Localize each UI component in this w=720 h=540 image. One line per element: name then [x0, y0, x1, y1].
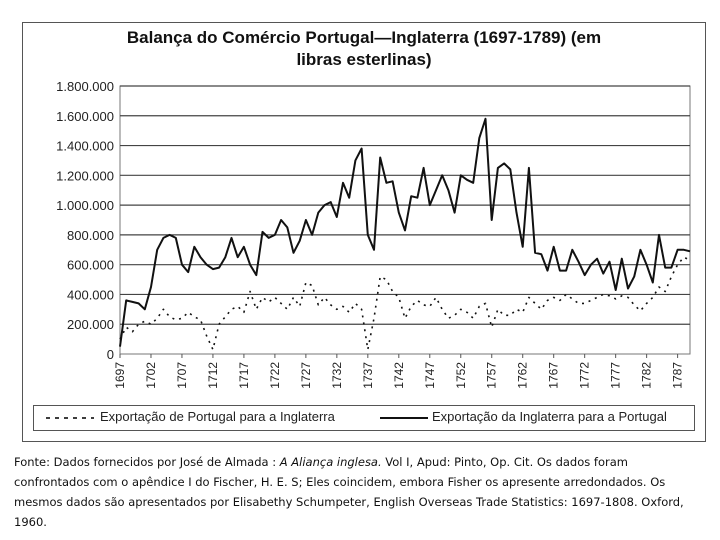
source-caption: Fonte: Dados fornecidos por José de Alma…	[14, 452, 704, 532]
y-tick-label: 600.000	[67, 258, 114, 273]
x-tick-label: 1742	[392, 362, 406, 389]
caption-book-title: A Aliança inglesa.	[279, 455, 382, 469]
y-tick-label: 1.200.000	[56, 168, 114, 183]
x-tick-label: 1732	[330, 362, 344, 389]
x-tick-label: 1712	[206, 362, 220, 389]
x-tick-label: 1727	[299, 362, 313, 389]
chart-panel: Balança do Comércio Portugal—Inglaterra …	[22, 22, 706, 442]
x-tick-label: 1767	[547, 362, 561, 389]
x-tick-label: 1757	[485, 362, 499, 389]
y-tick-label: 1.000.000	[56, 198, 114, 213]
y-tick-label: 400.000	[67, 287, 114, 302]
x-tick-label: 1777	[609, 362, 623, 389]
legend-solid-swatch	[380, 417, 428, 419]
x-tick-label: 1717	[237, 362, 251, 389]
x-tick-label: 1772	[578, 362, 592, 389]
y-tick-label: 800.000	[67, 228, 114, 243]
x-tick-label: 1702	[144, 362, 158, 389]
chart-title: Balança do Comércio Portugal—Inglaterra …	[23, 27, 705, 71]
x-tick-label: 1752	[454, 362, 468, 389]
x-tick-label: 1707	[175, 362, 189, 389]
y-tick-label: 0	[107, 347, 114, 362]
y-tick-label: 1.400.000	[56, 139, 114, 154]
chart-title-line1: Balança do Comércio Portugal—Inglaterra …	[126, 28, 602, 47]
legend-label-portugal-exports: Exportação de Portugal para a Inglaterra	[100, 409, 335, 424]
x-tick-label: 1762	[516, 362, 530, 389]
y-tick-label: 1.600.000	[56, 109, 114, 124]
x-tick-label: 1722	[268, 362, 282, 389]
x-tick-label: 1787	[671, 362, 685, 389]
chart-legend: Exportação de Portugal para a Inglaterra…	[33, 405, 695, 431]
x-tick-label: 1697	[113, 362, 127, 389]
y-tick-label: 1.800.000	[56, 79, 114, 94]
y-tick-label: 200.000	[67, 317, 114, 332]
line-chart-plot: 0 200.000 400.000 600.000 800.000 1.000.000 1.…	[56, 79, 691, 389]
plot-area	[119, 85, 691, 355]
caption-part2: Vol I, Apud: Pinto, Op. Cit. Os dados fo…	[14, 455, 684, 529]
x-tick-label: 1747	[423, 362, 437, 389]
legend-label-england-exports: Exportação da Inglaterra para a Portugal	[432, 409, 667, 424]
x-tick-label: 1737	[361, 362, 375, 389]
series-line-portugal-exports	[119, 256, 691, 351]
x-tick-label: 1782	[640, 362, 654, 389]
caption-part1: Fonte: Dados fornecidos por José de Alma…	[14, 455, 280, 469]
series-line-england-exports	[119, 117, 691, 347]
chart-title-line2: libras esterlinas)	[296, 50, 432, 69]
legend-dotted-swatch	[46, 417, 94, 419]
